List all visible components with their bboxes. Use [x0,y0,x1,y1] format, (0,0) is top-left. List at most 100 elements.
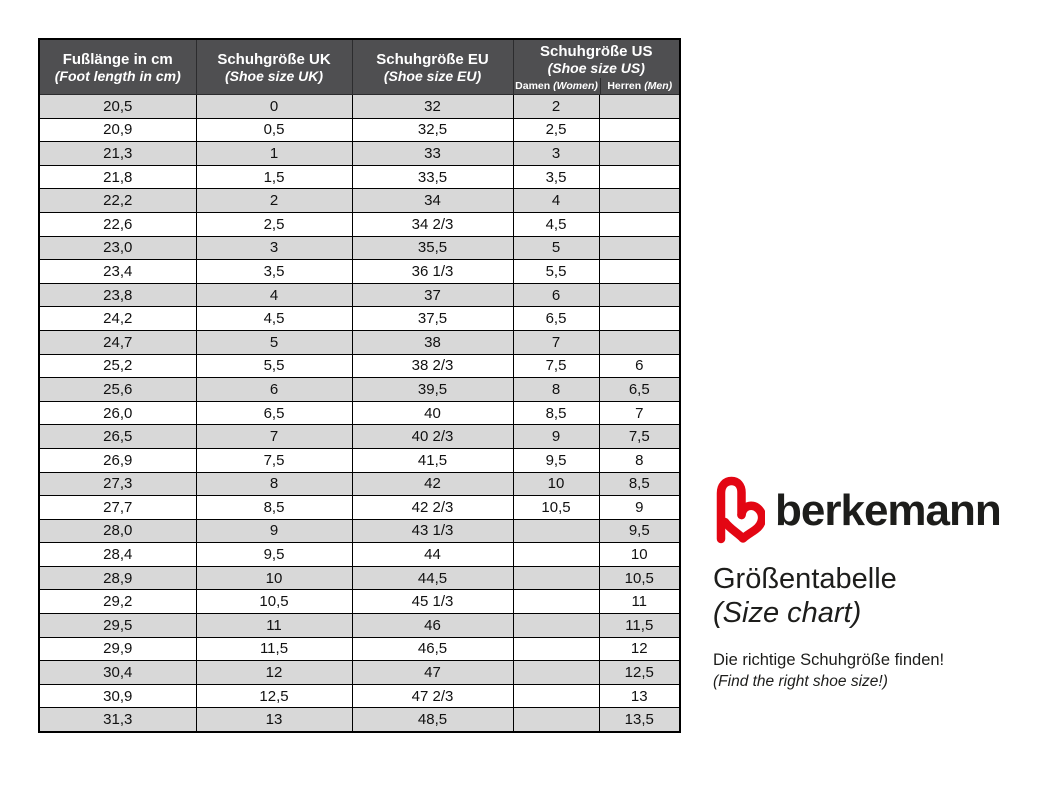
table-cell: 8,5 [512,400,600,426]
table-cell [512,613,600,638]
table-cell: 40 2/3 [351,424,514,449]
header-us-en: (Shoe size US) [547,59,645,76]
table-cell: 7 [195,424,353,449]
table-cell: 1,5 [195,164,353,190]
table-cell: 2,5 [512,117,600,143]
header-us: Schuhgröße US (Shoe size US) Damen (Women… [512,38,681,95]
table-cell: 22,2 [38,188,197,213]
table-cell: 4 [195,282,353,308]
table-cell: 8,5 [598,471,681,497]
table-cell: 6,5 [195,400,353,426]
table-cell: 5 [195,329,353,355]
table-cell: 13,5 [598,707,681,733]
table-cell: 21,8 [38,164,197,190]
table-cell: 7 [512,329,600,355]
table-cell: 9 [195,518,353,544]
table-cell: 24,2 [38,306,197,331]
table-cell: 29,2 [38,589,197,615]
table-row: 24,7 5 38 7 [38,329,681,355]
table-row: 29,5 11 46 11,5 [38,613,681,638]
table-cell [512,707,600,733]
table-cell [512,518,600,544]
table-cell: 12,5 [195,683,353,709]
table-cell: 23,0 [38,235,197,261]
table-cell: 22,6 [38,211,197,237]
table-row: 21,8 1,5 33,5 3,5 [38,164,681,190]
brand-wordmark: berkemann [775,486,1002,535]
header-uk-en: (Shoe size UK) [224,67,323,84]
table-row: 30,9 12,5 47 2/3 13 [38,683,681,709]
table-cell [598,188,681,213]
table-cell: 26,0 [38,400,197,426]
table-cell [598,141,681,166]
table-cell: 40 [351,400,514,426]
header-uk-de: Schuhgröße UK [217,50,331,68]
table-cell: 0 [195,94,353,119]
header-eu-en: (Shoe size EU) [383,67,482,84]
table-cell: 6,5 [598,377,681,402]
table-cell: 7,5 [512,353,600,379]
table-cell: 10 [512,471,600,497]
table-row: 28,9 10 44,5 10,5 [38,565,681,591]
table-cell: 23,4 [38,259,197,284]
header-us-women: Damen (Women) [515,80,598,92]
table-cell: 25,6 [38,377,197,402]
table-cell: 7,5 [195,447,353,473]
table-cell: 10,5 [195,589,353,615]
table-cell: 48,5 [351,707,514,733]
table-cell: 7 [598,400,681,426]
table-row: 29,2 10,5 45 1/3 11 [38,589,681,615]
table-cell: 41,5 [351,447,514,473]
table-row: 26,0 6,5 40 8,5 7 [38,400,681,426]
table-cell: 34 2/3 [351,211,514,237]
header-uk: Schuhgröße UK (Shoe size UK) [195,38,353,95]
table-cell: 4 [512,188,600,213]
table-row: 20,5 0 32 2 [38,94,681,119]
table-row: 28,0 9 43 1/3 9,5 [38,518,681,544]
table-cell: 9 [512,424,600,449]
size-chart-table: Fußlänge in cm (Foot length in cm) Schuh… [38,38,681,733]
table-cell: 30,9 [38,683,197,709]
table-cell: 11 [598,589,681,615]
table-cell [512,636,600,662]
table-cell: 42 [351,471,514,497]
table-cell: 13 [195,707,353,733]
table-row: 25,2 5,5 38 2/3 7,5 6 [38,353,681,379]
table-cell: 36 1/3 [351,259,514,284]
table-cell: 34 [351,188,514,213]
table-cell: 6 [598,353,681,379]
table-row: 21,3 1 33 3 [38,141,681,166]
table-cell: 42 2/3 [351,495,514,520]
table-cell: 24,7 [38,329,197,355]
brand-logo-row: berkemann [713,476,1013,546]
table-cell [512,660,600,685]
page-subtitle-en: (Find the right shoe size!) [713,673,888,690]
table-cell [512,565,600,591]
table-cell: 3 [195,235,353,261]
table-cell: 28,9 [38,565,197,591]
table-row: 20,9 0,5 32,5 2,5 [38,117,681,143]
table-cell: 26,9 [38,447,197,473]
table-cell: 3,5 [512,164,600,190]
table-cell: 13 [598,683,681,709]
table-cell: 7,5 [598,424,681,449]
table-row: 22,6 2,5 34 2/3 4,5 [38,211,681,237]
table-cell: 28,4 [38,542,197,567]
table-cell: 25,2 [38,353,197,379]
table-row: 30,4 12 47 12,5 [38,660,681,685]
table-cell: 45 1/3 [351,589,514,615]
brand-panel: berkemann Größentabelle (Size chart) Die… [713,476,1013,692]
header-us-men: Herren (Men) [599,78,679,94]
table-cell: 1 [195,141,353,166]
table-cell [598,259,681,284]
table-cell: 11 [195,613,353,638]
header-foot-length-de: Fußlänge in cm [62,50,173,68]
table-cell: 5,5 [195,353,353,379]
table-cell: 2 [512,94,600,119]
header-eu-de: Schuhgröße EU [376,50,489,68]
table-cell: 33,5 [351,164,514,190]
table-cell: 26,5 [38,424,197,449]
table-cell: 27,7 [38,495,197,520]
table-cell: 47 [351,660,514,685]
